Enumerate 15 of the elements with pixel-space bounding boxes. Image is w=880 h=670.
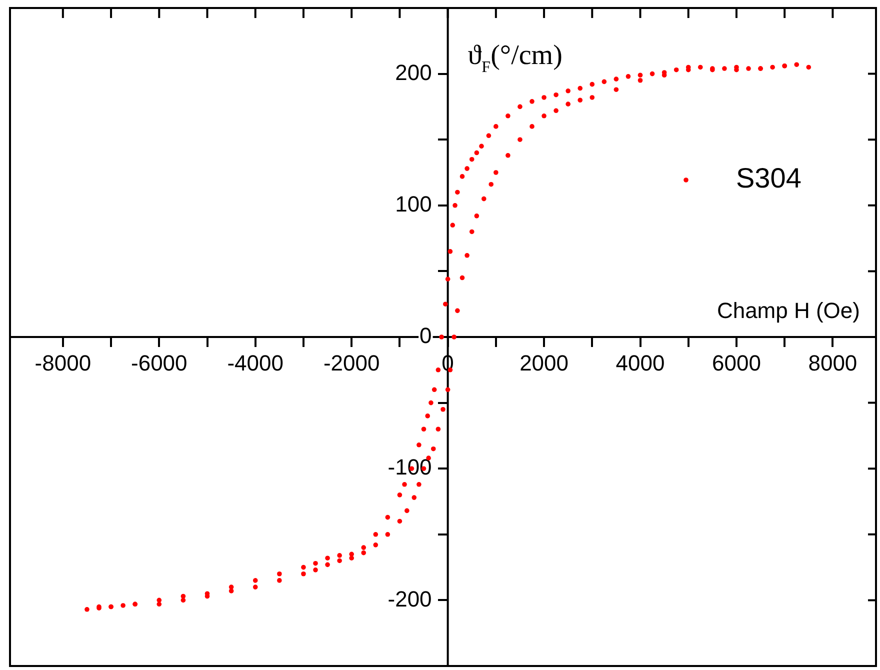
x-axis-title: Champ H (Oe) <box>716 298 860 324</box>
x-tick-label: 2000 <box>520 350 569 376</box>
y-tick-label: -100 <box>388 454 432 480</box>
x-tick-label: -4000 <box>227 350 284 376</box>
x-tick-label: 4000 <box>616 350 665 376</box>
x-tick-label: 6000 <box>712 350 761 376</box>
x-tick-label: -8000 <box>34 350 92 376</box>
y-tick-label: 0 <box>420 323 432 348</box>
x-tick-label: -2000 <box>323 350 380 376</box>
y-tick-label: 200 <box>395 60 432 85</box>
y-tick-label: 100 <box>395 191 432 216</box>
x-tick-label: -6000 <box>131 350 188 376</box>
legend-label: S304 <box>736 162 802 194</box>
x-tick-label: 8000 <box>808 350 858 376</box>
y-tick-label: -200 <box>388 586 432 612</box>
